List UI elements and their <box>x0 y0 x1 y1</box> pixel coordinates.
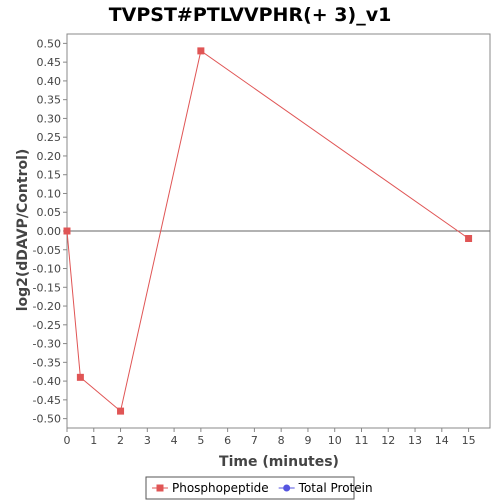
x-tick-label: 12 <box>381 434 395 447</box>
data-point <box>117 407 125 415</box>
y-tick-label: 0.25 <box>37 131 62 144</box>
chart-title: TVPST#PTLVVPHR(+ 3)_v1 <box>109 4 392 26</box>
y-tick-label: -0.45 <box>33 394 61 407</box>
y-tick-label: 0.00 <box>37 225 62 238</box>
legend-label: Total Protein <box>298 481 373 495</box>
data-point <box>465 235 473 243</box>
x-tick-label: 7 <box>251 434 258 447</box>
y-tick-label: -0.40 <box>33 375 61 388</box>
x-axis-label: Time (minutes) <box>219 454 339 470</box>
data-point <box>197 47 205 55</box>
x-tick-label: 4 <box>171 434 178 447</box>
legend-box <box>145 476 355 500</box>
legend-marker <box>283 484 291 492</box>
x-tick-label: 6 <box>224 434 231 447</box>
y-tick-label: 0.10 <box>37 187 62 200</box>
x-tick-label: 9 <box>304 434 311 447</box>
y-axis-label: log2(dDAVP/Control) <box>15 149 31 312</box>
y-tick-label: -0.05 <box>33 244 61 257</box>
y-tick-label: -0.20 <box>33 300 61 313</box>
y-tick-label: -0.10 <box>33 263 61 276</box>
y-tick-label: 0.20 <box>37 150 62 163</box>
data-point <box>76 373 84 381</box>
y-tick-label: 0.15 <box>37 169 62 182</box>
y-tick-label: 0.05 <box>37 206 62 219</box>
legend-marker <box>156 484 164 492</box>
data-point <box>63 227 71 235</box>
y-tick-label: -0.15 <box>33 281 61 294</box>
x-tick-label: 11 <box>354 434 368 447</box>
x-tick-label: 2 <box>117 434 124 447</box>
y-tick-label: 0.35 <box>37 94 62 107</box>
y-tick-label: -0.30 <box>33 338 61 351</box>
x-tick-label: 5 <box>197 434 204 447</box>
x-tick-label: 0 <box>64 434 71 447</box>
x-tick-label: 8 <box>278 434 285 447</box>
x-tick-label: 10 <box>328 434 342 447</box>
x-tick-label: 1 <box>90 434 97 447</box>
y-tick-label: 0.45 <box>37 56 62 69</box>
x-tick-label: 13 <box>408 434 422 447</box>
y-tick-label: -0.35 <box>33 356 61 369</box>
legend: Phosphopeptide Total Protein <box>145 476 373 500</box>
y-tick-label: 0.50 <box>37 37 62 50</box>
y-tick-label: -0.25 <box>33 319 61 332</box>
x-tick-label: 3 <box>144 434 151 447</box>
x-tick-label: 14 <box>435 434 449 447</box>
legend-label: Phosphopeptide <box>172 481 269 495</box>
y-tick-label: 0.30 <box>37 112 62 125</box>
y-tick-label: -0.50 <box>33 413 61 426</box>
y-tick-label: 0.40 <box>37 75 62 88</box>
plot-area: 0.50 0.45 0.40 0.35 0.30 0.25 0.20 0.15 0.10 0.05… <box>33 33 491 447</box>
x-tick-label: 15 <box>462 434 476 447</box>
